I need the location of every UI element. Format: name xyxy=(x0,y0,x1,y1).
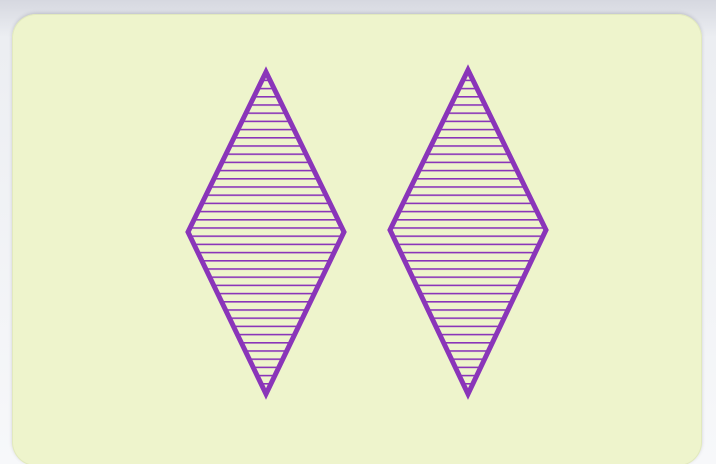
diamond-symbol-2 xyxy=(387,64,549,400)
set-card[interactable] xyxy=(12,14,702,464)
diamond-symbol-1 xyxy=(185,66,347,400)
card-symbols xyxy=(185,64,549,400)
